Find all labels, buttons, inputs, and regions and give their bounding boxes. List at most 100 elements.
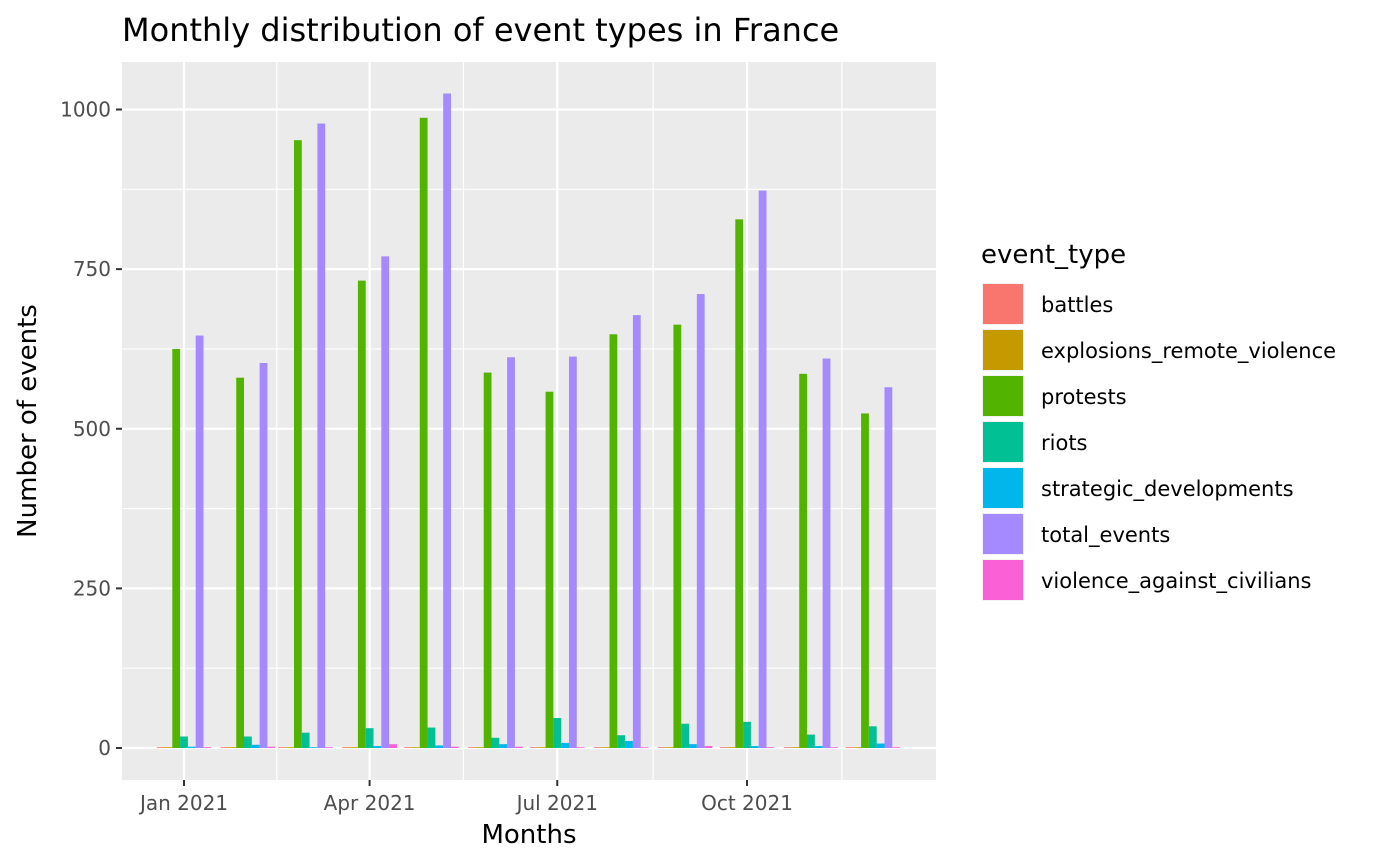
bar-total_events bbox=[758, 190, 767, 749]
bar-protests bbox=[861, 413, 869, 748]
bar-violence_against_civilians bbox=[892, 747, 901, 748]
bar-battles bbox=[529, 747, 538, 748]
bar-total_events bbox=[381, 256, 390, 748]
bar-violence_against_civilians bbox=[267, 746, 276, 748]
grid-minor bbox=[89, 62, 936, 780]
bar-battles bbox=[342, 747, 351, 748]
bar-protests bbox=[172, 348, 181, 748]
bar-protests bbox=[545, 391, 554, 748]
legend-label-explosions_remote_violence: explosions_remote_violence bbox=[1041, 339, 1336, 364]
bar-protests bbox=[293, 140, 302, 748]
y-tick-label: 1000 bbox=[60, 98, 111, 122]
bar-explosions_remote_violence bbox=[853, 747, 862, 748]
bars bbox=[156, 93, 901, 749]
bar-battles bbox=[278, 747, 287, 748]
bar-total_events bbox=[568, 356, 577, 748]
legend-label-protests: protests bbox=[1041, 385, 1127, 409]
bar-strategic_developments bbox=[876, 743, 885, 748]
bar-riots bbox=[807, 734, 815, 748]
legend-label-violence_against_civilians: violence_against_civilians bbox=[1041, 569, 1311, 594]
bar-strategic_developments bbox=[251, 744, 260, 748]
bar-total_events bbox=[884, 387, 893, 748]
bar-riots bbox=[244, 736, 252, 748]
bar-battles bbox=[468, 747, 476, 748]
bar-violence_against_civilians bbox=[450, 746, 459, 748]
chart-title: Monthly distribution of event types in F… bbox=[122, 11, 839, 49]
bar-strategic_developments bbox=[499, 744, 508, 748]
bar-battles bbox=[719, 747, 728, 748]
bar-battles bbox=[845, 747, 854, 748]
bar-explosions_remote_violence bbox=[286, 747, 294, 748]
bar-riots bbox=[868, 726, 877, 748]
bar-riots bbox=[365, 728, 374, 748]
bar-riots bbox=[301, 732, 310, 748]
legend-swatch-total_events bbox=[983, 514, 1023, 554]
bar-violence_against_civilians bbox=[389, 744, 397, 748]
bar-explosions_remote_violence bbox=[164, 747, 173, 748]
legend-label-riots: riots bbox=[1041, 431, 1088, 455]
bar-battles bbox=[220, 747, 229, 748]
legend-items: battles explosions_remote_violenceprotest… bbox=[982, 283, 1336, 601]
legend-label-battles: battles bbox=[1041, 293, 1113, 317]
bar-strategic_developments bbox=[187, 746, 196, 748]
legend-swatch-strategic_developments bbox=[983, 468, 1023, 508]
bar-violence_against_civilians bbox=[766, 747, 775, 748]
bar-protests bbox=[735, 219, 744, 748]
bar-protests bbox=[673, 324, 682, 748]
bar-total_events bbox=[259, 362, 268, 748]
x-axis: Jan 2021 Apr 2021 Jul 2021 Oct 2021 bbox=[138, 780, 793, 815]
bar-violence_against_civilians bbox=[203, 747, 212, 748]
bar-violence_against_civilians bbox=[704, 746, 713, 748]
bar-total_events bbox=[195, 335, 204, 748]
x-tick-label: Apr 2021 bbox=[324, 791, 416, 815]
legend-swatch-explosions_remote_violence bbox=[983, 330, 1023, 370]
bar-protests bbox=[419, 117, 428, 749]
bar-total_events bbox=[822, 358, 831, 748]
y-tick-label: 750 bbox=[73, 257, 111, 281]
bar-strategic_developments bbox=[625, 740, 633, 748]
bar-violence_against_civilians bbox=[830, 747, 839, 748]
legend-swatch-battles bbox=[983, 284, 1023, 324]
bar-riots bbox=[180, 736, 188, 748]
legend-swatch-protests bbox=[983, 376, 1023, 416]
bar-explosions_remote_violence bbox=[601, 747, 610, 748]
bar-riots bbox=[553, 717, 562, 748]
y-tick-label: 500 bbox=[73, 417, 111, 441]
legend-swatch-violence_against_civilians bbox=[983, 560, 1023, 600]
bar-total_events bbox=[696, 294, 705, 748]
bar-protests bbox=[799, 373, 808, 748]
bar-riots bbox=[491, 737, 500, 748]
bar-battles bbox=[156, 747, 165, 748]
bar-total_events bbox=[317, 123, 326, 748]
bar-violence_against_civilians bbox=[576, 747, 585, 748]
legend-label-total_events: total_events bbox=[1041, 523, 1170, 548]
plot-panel bbox=[122, 62, 936, 780]
bar-total_events bbox=[507, 357, 515, 748]
bar-explosions_remote_violence bbox=[228, 747, 237, 748]
y-axis: 0 250 500 750 1000 bbox=[60, 98, 122, 760]
bar-violence_against_civilians bbox=[640, 747, 649, 748]
legend: event_type battles explosions_remote_viol… bbox=[981, 240, 1336, 601]
bar-total_events bbox=[443, 93, 451, 749]
bar-total_events bbox=[632, 315, 641, 748]
bar-strategic_developments bbox=[435, 745, 444, 748]
bar-riots bbox=[617, 735, 626, 748]
x-tick-label: Jul 2021 bbox=[515, 791, 598, 815]
bar-battles bbox=[783, 747, 792, 748]
x-tick-label: Jan 2021 bbox=[138, 791, 228, 815]
bar-explosions_remote_violence bbox=[791, 747, 800, 748]
y-axis-title: Number of events bbox=[13, 304, 43, 538]
bar-explosions_remote_violence bbox=[665, 747, 674, 748]
x-axis-title: Months bbox=[481, 820, 576, 850]
bar-protests bbox=[236, 377, 245, 748]
bar-explosions_remote_violence bbox=[475, 747, 484, 748]
bar-strategic_developments bbox=[561, 742, 569, 748]
bar-riots bbox=[681, 723, 690, 748]
bar-protests bbox=[609, 334, 618, 748]
bar-explosions_remote_violence bbox=[727, 747, 736, 748]
bar-battles bbox=[404, 747, 412, 748]
bar-strategic_developments bbox=[373, 746, 382, 748]
bar-battles bbox=[657, 747, 666, 748]
